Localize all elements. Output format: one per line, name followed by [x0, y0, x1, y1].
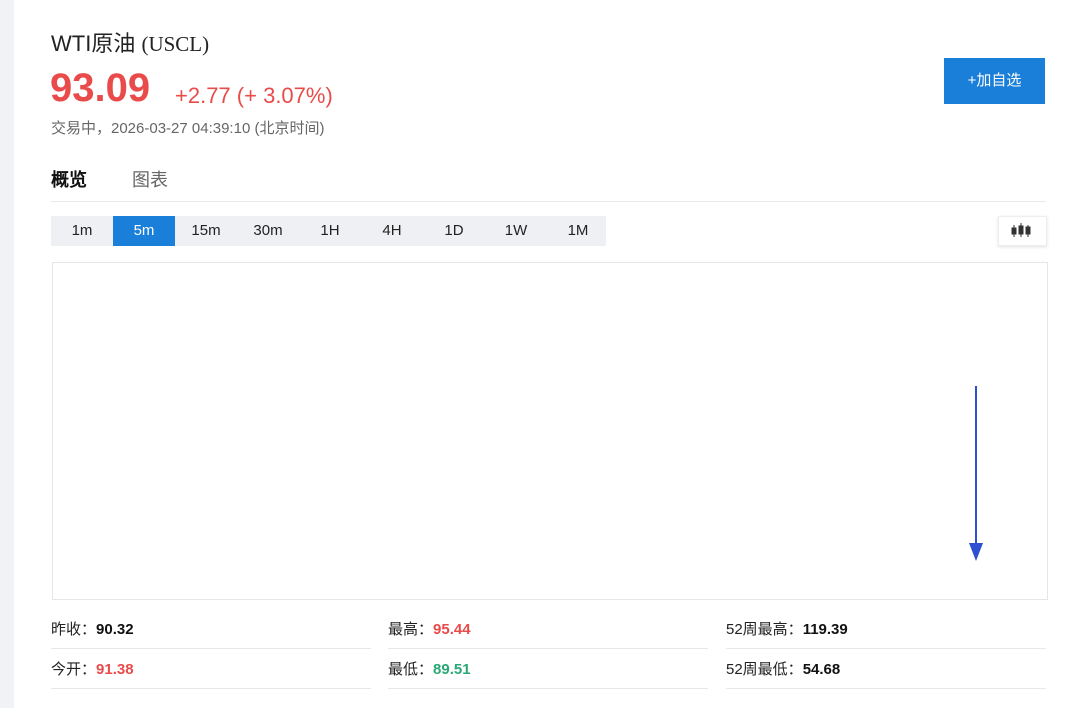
interval-button[interactable]: 4H — [382, 222, 402, 239]
interval-button[interactable]: 1W — [504, 222, 528, 239]
stat-divider — [388, 648, 708, 649]
add-watchlist-button[interactable]: +加自选 — [944, 58, 1045, 104]
stat-divider — [51, 648, 371, 649]
stat-value: 54.68 — [802, 661, 841, 678]
stat-label: 今开： — [51, 661, 97, 678]
stat-label: 52周最低： — [726, 661, 803, 678]
instrument-name: WTI原油 — [51, 31, 136, 56]
side-strip — [0, 0, 14, 708]
stat: 今开：91.38 — [51, 658, 134, 679]
stat-divider — [388, 688, 708, 689]
tab-overview[interactable]: 概览 — [51, 170, 87, 190]
stat-value: 91.38 — [96, 661, 134, 678]
interval-button[interactable]: 15m — [191, 222, 221, 239]
stat-value: 95.44 — [433, 621, 471, 638]
interval-button[interactable]: 1D — [444, 222, 464, 239]
interval-button[interactable]: 5m — [113, 216, 175, 246]
stat-label: 昨收： — [51, 621, 97, 638]
annotation-arrow — [969, 386, 983, 561]
stat-label: 最低： — [388, 661, 434, 678]
divider — [51, 201, 1046, 202]
stat-value: 89.51 — [433, 661, 471, 678]
interval-button[interactable]: 1M — [567, 222, 589, 239]
change: +2.77 (+ 3.07%) — [175, 83, 333, 109]
stat: 最低：89.51 — [388, 658, 471, 679]
change-pct: (+ 3.07%) — [236, 83, 333, 108]
stat: 52周最低：54.68 — [726, 658, 840, 679]
tab-chart[interactable]: 图表 — [132, 170, 168, 190]
chart-type-button[interactable] — [998, 216, 1047, 246]
status: 交易中，2026-03-27 04:39:10 (北京时间) — [51, 120, 325, 137]
candle-chart — [52, 262, 1048, 600]
instrument-code: (USCL) — [141, 32, 210, 56]
candle-icon — [1011, 223, 1031, 237]
interval-button[interactable]: 1m — [71, 222, 93, 239]
stat-label: 52周最高： — [726, 621, 803, 638]
stat: 昨收：90.32 — [51, 618, 134, 639]
interval-button[interactable]: 30m — [253, 222, 283, 239]
change-abs: +2.77 — [175, 83, 231, 108]
interval-button[interactable]: 1H — [320, 222, 340, 239]
stat-divider — [51, 688, 371, 689]
stat-divider — [726, 688, 1046, 689]
price: 93.09 — [50, 66, 151, 110]
stat-value: 90.32 — [96, 621, 134, 638]
stat: 最高：95.44 — [388, 618, 471, 639]
stat-divider — [726, 648, 1046, 649]
title: WTI原油 (USCL) — [51, 26, 209, 58]
stat: 52周最高：119.39 — [726, 618, 848, 639]
stat-label: 最高： — [388, 621, 434, 638]
stat-value: 119.39 — [802, 621, 848, 638]
